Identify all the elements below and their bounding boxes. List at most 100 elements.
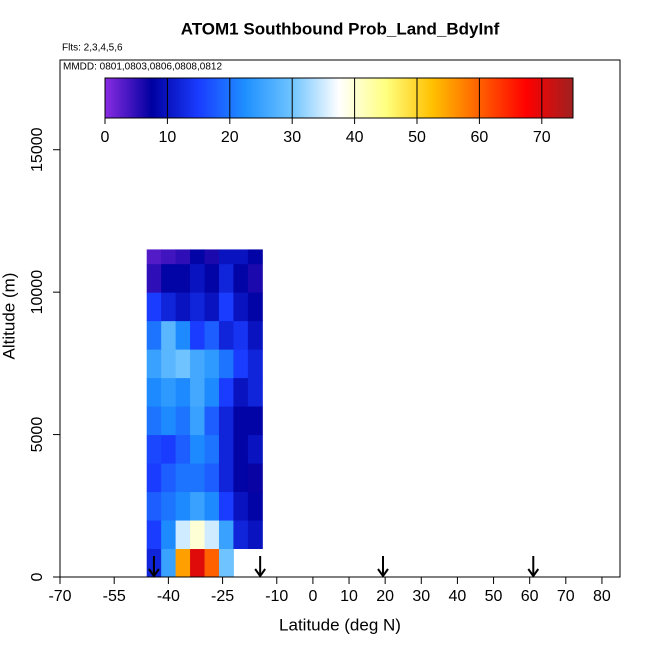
x-tick-label: 60: [521, 588, 539, 605]
heat-cell: [190, 491, 206, 521]
heat-cell: [175, 520, 191, 550]
heat-cell: [146, 520, 162, 550]
heat-cell: [175, 263, 191, 293]
heat-cell: [247, 491, 263, 521]
y-axis-label: Altitude (m): [0, 273, 18, 360]
heat-cell: [233, 406, 249, 436]
colorbar-tick-label: 40: [346, 129, 364, 146]
heat-cell: [146, 349, 162, 379]
heat-cell: [204, 263, 220, 293]
heat-cell: [161, 463, 177, 493]
heat-cell: [161, 292, 177, 322]
arrow: [148, 556, 160, 578]
heat-cell: [190, 292, 206, 322]
heat-cell: [233, 320, 249, 350]
heat-cell: [204, 249, 220, 265]
heat-cell: [161, 406, 177, 436]
heat-cell: [190, 263, 206, 293]
heatmap: [146, 249, 263, 578]
plot-frame: [59, 59, 621, 578]
heat-cell: [190, 320, 206, 350]
chart-title: ATOM1 Southbound Prob_Land_BdyInf: [181, 19, 500, 38]
heat-cell: [233, 491, 249, 521]
heat-cell: [233, 520, 249, 550]
heat-cell: [175, 292, 191, 322]
x-tick-label: -25: [211, 588, 234, 605]
heat-cell: [204, 520, 220, 550]
heat-cell: [218, 548, 234, 578]
heat-cell: [233, 249, 249, 265]
heat-cell: [190, 349, 206, 379]
heat-cell: [247, 377, 263, 407]
x-tick-label: -55: [103, 588, 126, 605]
heat-cell: [146, 406, 162, 436]
heat-cell: [190, 520, 206, 550]
heat-cell: [204, 292, 220, 322]
heat-cell: [204, 406, 220, 436]
heat-cell: [175, 406, 191, 436]
x-tick-label: -40: [157, 588, 180, 605]
heat-cell: [175, 249, 191, 265]
x-tick-label: 40: [449, 588, 467, 605]
x-axis-label: Latitude (deg N): [279, 615, 401, 634]
heat-cell: [146, 463, 162, 493]
x-tick-label: 50: [485, 588, 503, 605]
heat-cell: [218, 349, 234, 379]
heat-cell: [175, 463, 191, 493]
y-tick-label: 10000: [29, 270, 46, 315]
heat-cell: [247, 349, 263, 379]
heat-cell: [190, 249, 206, 265]
heat-cell: [190, 434, 206, 464]
heat-cell: [247, 463, 263, 493]
heat-cell: [146, 377, 162, 407]
heat-cell: [247, 320, 263, 350]
heat-cell: [218, 434, 234, 464]
x-tick-label: 20: [376, 588, 394, 605]
heat-cell: [218, 520, 234, 550]
arrow: [527, 556, 540, 578]
heat-cell: [175, 320, 191, 350]
heat-cell: [161, 520, 177, 550]
arrow: [254, 556, 266, 578]
arrow-head: [148, 568, 160, 578]
heat-cell: [161, 349, 177, 379]
colorbar-tick-label: 60: [471, 129, 489, 146]
heat-cell: [161, 320, 177, 350]
colorbar-tick-label: 20: [221, 129, 239, 146]
heat-cell: [247, 249, 263, 265]
heat-cell: [218, 320, 234, 350]
heat-cell: [204, 548, 220, 578]
heat-cell: [175, 548, 191, 578]
x-tick-label: 80: [593, 588, 611, 605]
heat-cell: [161, 377, 177, 407]
arrow-head: [254, 568, 266, 578]
heat-cell: [204, 434, 220, 464]
heat-cell: [247, 263, 263, 293]
colorbar-tick-label: 50: [408, 129, 426, 146]
heat-cell: [161, 548, 177, 578]
heat-cell: [204, 491, 220, 521]
heat-cell: [146, 249, 162, 265]
colorbar-tick-label: 30: [283, 129, 301, 146]
heat-cell: [218, 377, 234, 407]
heat-cell: [247, 520, 263, 550]
heat-cell: [233, 349, 249, 379]
heat-cell: [190, 463, 206, 493]
x-tick-label: 0: [308, 588, 317, 605]
heat-cell: [218, 292, 234, 322]
heat-cell: [233, 463, 249, 493]
heat-cell: [146, 292, 162, 322]
heat-cell: [218, 491, 234, 521]
arrow-head: [527, 568, 540, 578]
heat-cell: [233, 434, 249, 464]
heat-cell: [161, 491, 177, 521]
heat-cell: [204, 377, 220, 407]
x-tick-label: 30: [412, 588, 430, 605]
colorbar-tick-label: 70: [533, 129, 551, 146]
heat-cell: [190, 548, 206, 578]
x-tick-label: 10: [340, 588, 358, 605]
y-tick-label: 5000: [29, 417, 46, 453]
heat-cell: [247, 406, 263, 436]
